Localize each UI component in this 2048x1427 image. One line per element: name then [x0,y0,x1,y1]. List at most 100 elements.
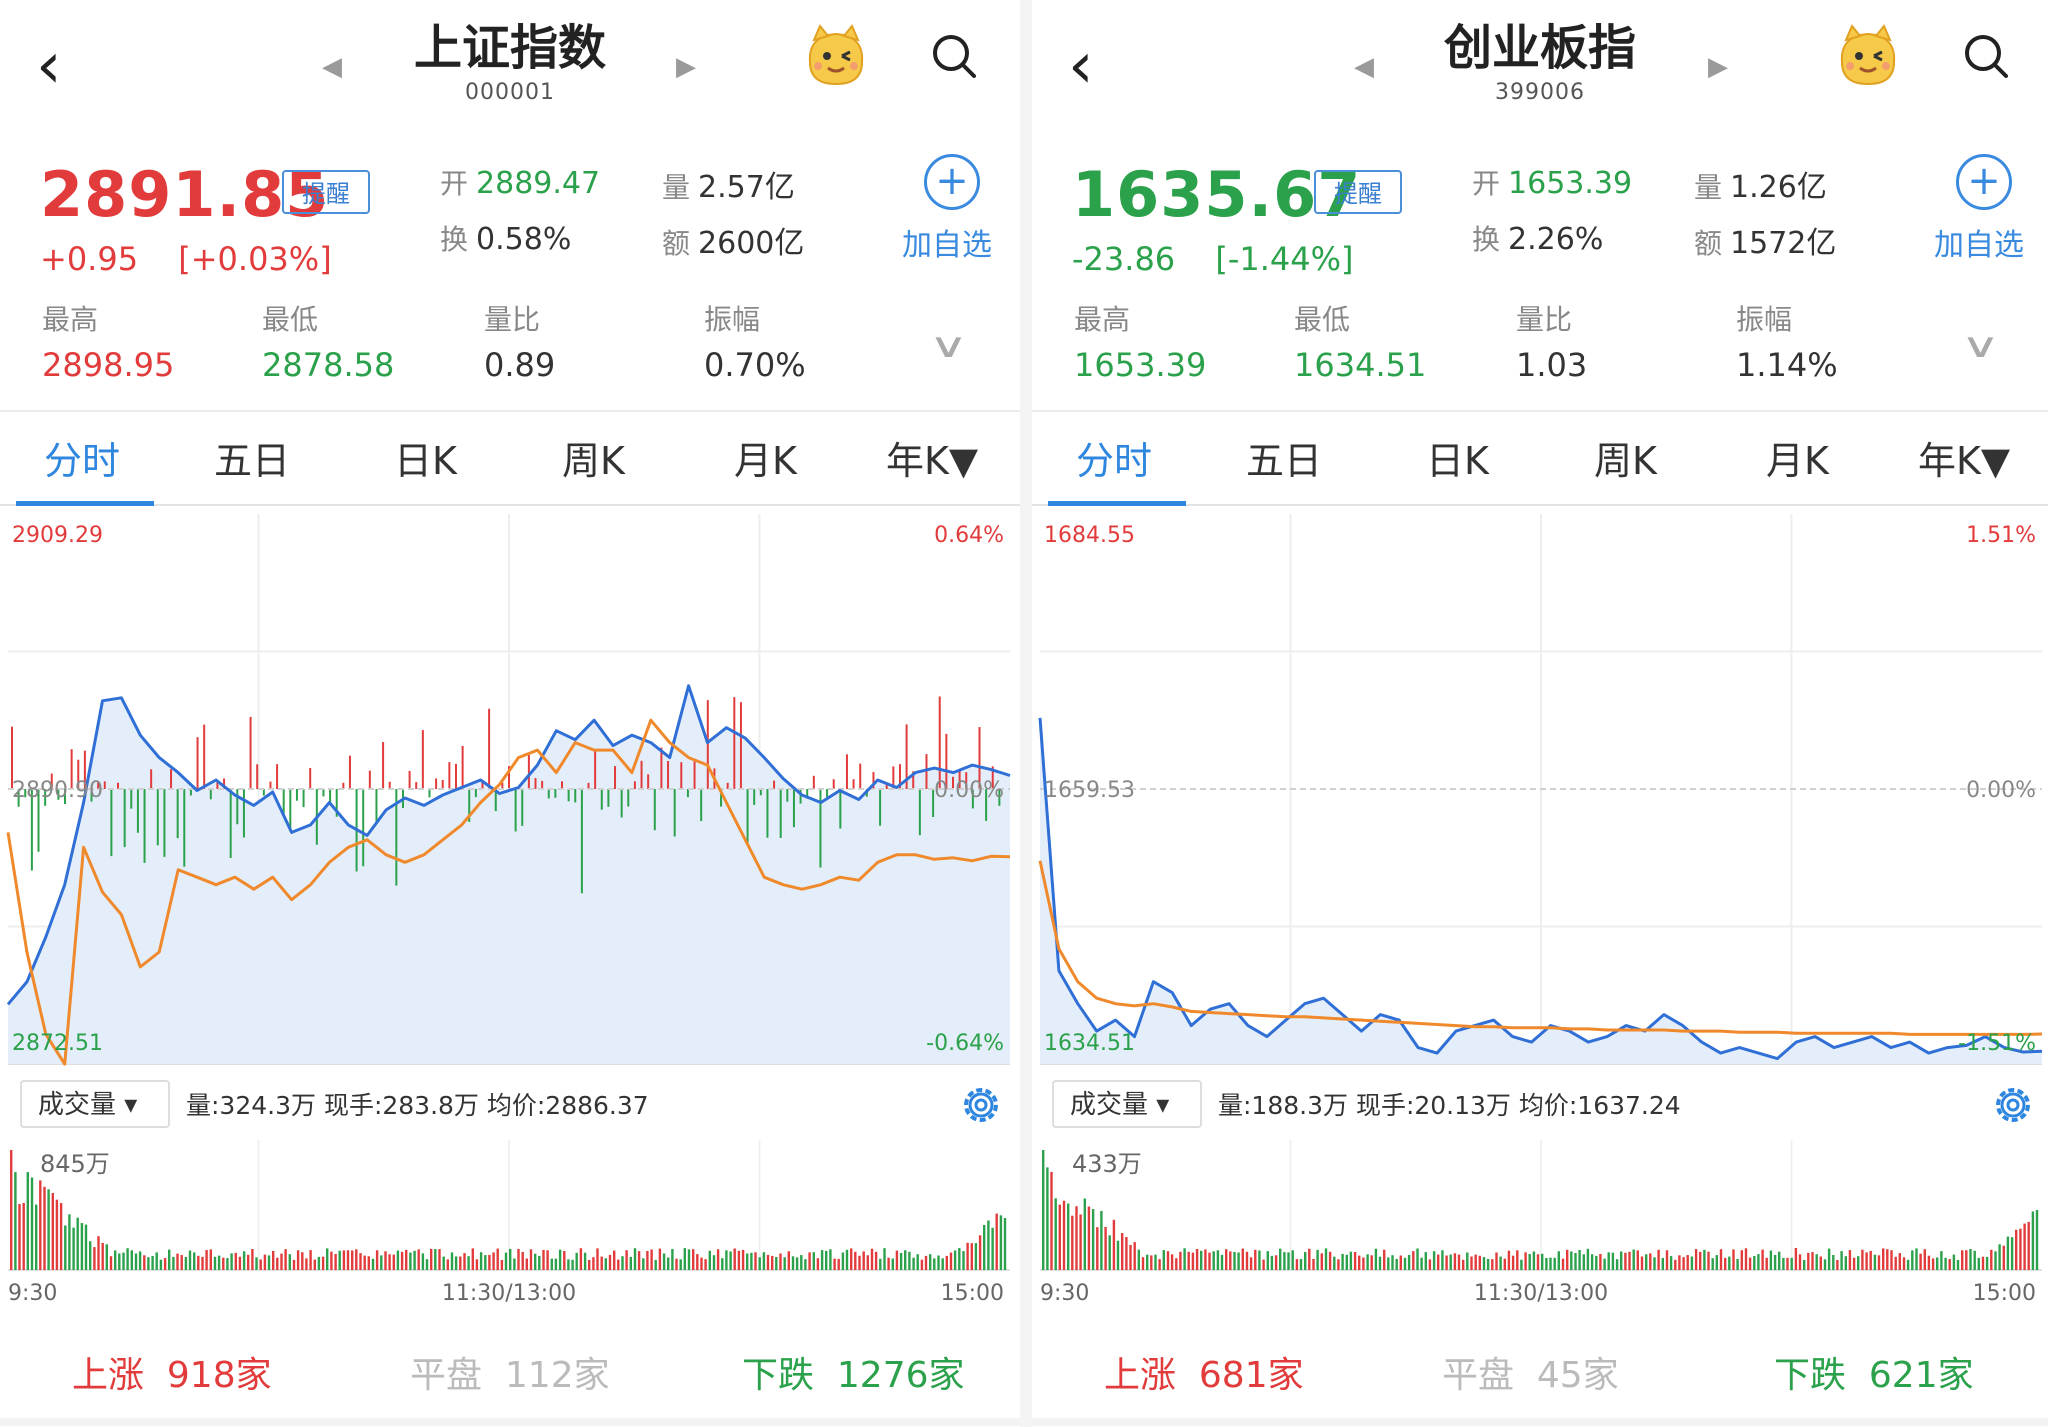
tab-monthly-k[interactable]: 月K [734,439,797,483]
volume-max-label: 845万 [40,1150,110,1178]
tab-daily-k[interactable]: 日K [394,439,457,483]
amount-field: 额 1572亿 [1694,226,1837,261]
volume-bar [272,1251,275,1270]
triangle-left-icon[interactable]: ◀ [322,52,342,82]
volume-bar [1241,1248,1244,1270]
tab-yearly-k[interactable]: 年K▼ [886,439,979,483]
triangle-right-icon[interactable]: ▶ [1708,52,1728,82]
volume-bar [1441,1250,1444,1270]
tab-monthly-k[interactable]: 月K [1766,439,1829,483]
mascot-icon[interactable] [1832,22,1904,90]
volume-bar [301,1252,304,1270]
volume-bar [217,1255,221,1270]
chevron-left-icon[interactable]: ‹ [36,29,62,103]
tab-weekly-k[interactable]: 周K [1594,439,1657,483]
chevron-left-icon[interactable]: ‹ [1068,29,1094,103]
volume-bar [766,1254,770,1270]
volume-bar [392,1254,395,1270]
volume-bar [754,1252,757,1270]
tab-five-day[interactable]: 五日 [1246,439,1323,483]
volume-bar [155,1252,158,1270]
volume-bar [89,1241,92,1270]
volume-bar [1719,1249,1723,1270]
volume-bar [862,1251,865,1270]
tab-intraday[interactable]: 分时 [44,439,121,483]
add-watchlist-button[interactable]: 加自选 [1934,228,2024,263]
tab-yearly-k[interactable]: 年K▼ [1918,439,2011,483]
volume-bar [1803,1260,1806,1270]
volume-bar [430,1248,433,1270]
change-value: -23.86 [1072,240,1176,278]
mascot-icon[interactable] [800,22,872,90]
volume-bar [1786,1257,1789,1270]
volume-bar [1403,1257,1407,1270]
volume-bar [334,1254,337,1270]
stat-label: 量比 [484,303,541,336]
volume-bar [1919,1253,1922,1270]
volume-bar [1827,1248,1831,1270]
volume-bar [1499,1256,1502,1270]
volume-bar [550,1258,553,1270]
indicator-select[interactable]: 成交量 ▾ [1052,1080,1202,1128]
volume-bar [658,1248,662,1270]
volume-bar [850,1248,853,1270]
volume-bar [1320,1253,1323,1270]
chevron-down-icon[interactable]: ∨ [1960,326,2001,366]
volume-bar [1387,1257,1390,1270]
search-icon[interactable] [930,32,978,80]
alert-button[interactable]: 提醒 [1314,170,1402,214]
gear-icon[interactable] [956,1080,1006,1130]
index-code: 399006 [1495,80,1585,105]
volume-chart[interactable]: 845万 9:30 11:30/13:00 15:00 [0,1140,1020,1315]
volume-bar [267,1255,271,1270]
intraday-price-chart[interactable]: 2909.29 2890.90 2872.51 0.64% 0.00% -0.64% [0,504,1020,1070]
turnover-field: 换 2.26% [1472,222,1604,257]
alert-button[interactable]: 提醒 [282,170,370,214]
volume-bar [172,1256,175,1270]
intraday-price-chart[interactable]: 1684.55 1659.53 1634.51 1.51% 0.00% -1.51% [1032,504,2048,1070]
volume-bar [409,1252,412,1270]
volume-bar [571,1259,574,1270]
volume-bar [904,1250,907,1270]
volume-bar [1058,1204,1061,1270]
tab-daily-k[interactable]: 日K [1426,439,1489,483]
volume-bar [1141,1257,1145,1270]
volume-bar [1703,1249,1706,1270]
volume-bar [384,1251,387,1270]
chevron-down-icon[interactable]: ∨ [928,326,969,366]
volume-bar [1615,1259,1619,1270]
volume-bar [1100,1210,1103,1270]
volume-bar [1424,1252,1427,1270]
volume-bar [762,1252,766,1270]
volume-bar [1304,1252,1307,1270]
add-watchlist-button[interactable]: 加自选 [902,228,992,263]
volume-bar [2006,1236,2010,1270]
plus-circle-icon[interactable]: + [1956,154,2012,210]
volume-bar [47,1189,50,1270]
volume-bar [1969,1249,1972,1270]
triangle-left-icon[interactable]: ◀ [1354,52,1374,82]
volume-bar [1287,1252,1290,1270]
search-icon[interactable] [1962,32,2010,80]
gear-icon[interactable] [1988,1080,2038,1130]
plus-circle-icon[interactable]: + [924,154,980,210]
tab-five-day[interactable]: 五日 [214,439,291,483]
volume-chart[interactable]: 433万 9:30 11:30/13:00 15:00 [1032,1140,2048,1315]
volume-bar [2010,1237,2014,1270]
triangle-right-icon[interactable]: ▶ [676,52,696,82]
volume-bar [1927,1255,1931,1270]
volume-bar [1815,1254,1818,1270]
volume-bar [1507,1250,1511,1270]
time-mid-label: 11:30/13:00 [442,1281,576,1306]
volume-bar [1087,1206,1091,1270]
tab-weekly-k[interactable]: 周K [562,439,625,483]
indicator-select[interactable]: 成交量 ▾ [20,1080,170,1128]
volume-bar [1952,1254,1956,1270]
volume-bar [317,1256,321,1270]
volume-bar [1865,1252,1868,1270]
volume-bar [247,1254,250,1270]
volume-bar [1898,1253,1901,1270]
volume-bar [1674,1259,1677,1270]
tab-intraday[interactable]: 分时 [1076,439,1153,483]
volume-bar [22,1203,25,1270]
